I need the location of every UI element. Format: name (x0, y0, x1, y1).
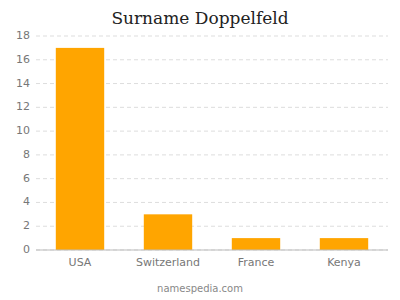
y-tick-label: 18 (16, 29, 30, 42)
y-tick-label: 12 (16, 100, 30, 113)
y-axis: 0 2 4 6 8 10 12 14 16 18 (16, 29, 30, 256)
background (0, 0, 400, 300)
y-tick-label: 4 (23, 195, 30, 208)
bar (144, 214, 192, 250)
chart-svg: 0 2 4 6 8 10 12 14 16 18 USA Switzerland France Kenya… (0, 0, 400, 300)
bar (232, 238, 280, 250)
y-tick-label: 10 (16, 124, 30, 137)
y-tick-label: 16 (16, 53, 30, 66)
chart-container: 0 2 4 6 8 10 12 14 16 18 USA Switzerland France Kenya… (0, 0, 400, 300)
y-tick-label: 14 (16, 77, 30, 90)
x-tick-label: Kenya (327, 256, 361, 269)
x-tick-label: France (238, 256, 275, 269)
y-tick-label: 2 (23, 219, 30, 232)
x-axis-line (36, 250, 388, 251)
y-tick-label: 0 (23, 243, 30, 256)
y-tick-label: 6 (23, 172, 30, 185)
bar (56, 48, 104, 250)
title: Surname Doppelfeld (111, 8, 288, 28)
bar (320, 238, 368, 250)
x-axis: USA Switzerland France Kenya (69, 256, 361, 269)
y-tick-label: 8 (23, 148, 30, 161)
grid-line (36, 250, 388, 251)
grid (36, 36, 388, 250)
x-tick-label: USA (69, 256, 92, 269)
x-tick-label: Switzerland (136, 256, 200, 269)
footer: namespedia.com (157, 283, 243, 294)
bars (56, 48, 368, 250)
grid-line (36, 36, 388, 37)
